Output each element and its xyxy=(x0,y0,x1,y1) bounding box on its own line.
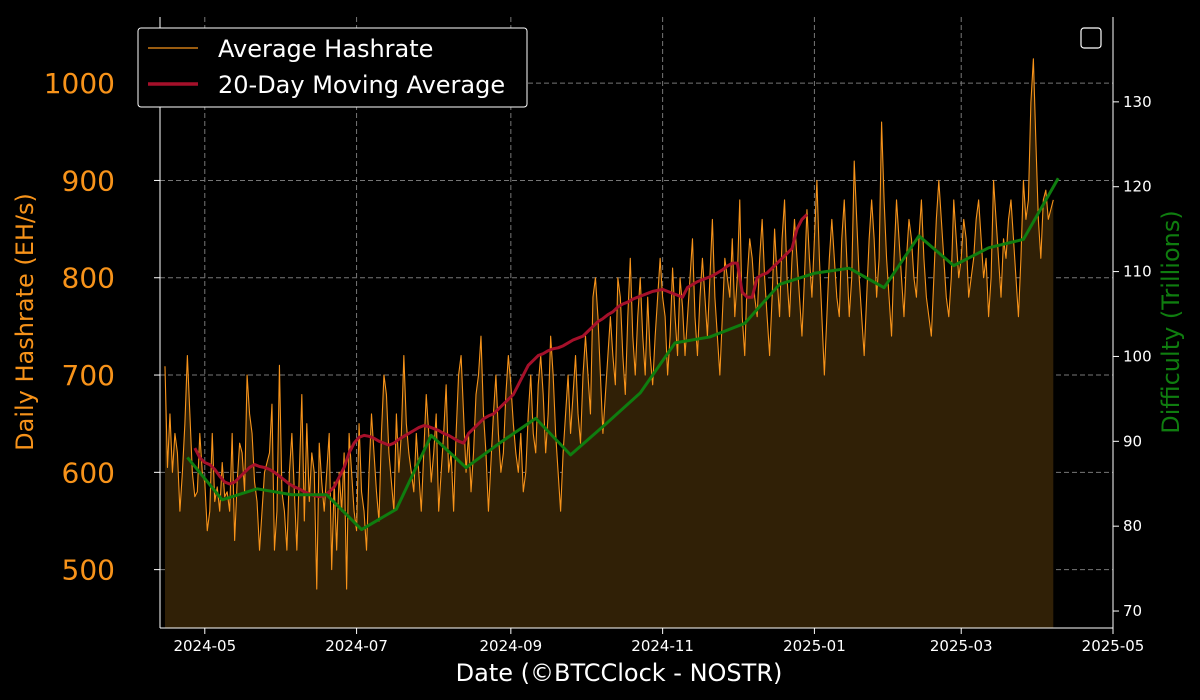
y2-axis-title: Difficulty (Trillions) xyxy=(1157,210,1185,433)
y-axis-title: Daily Hashrate (EH/s) xyxy=(11,193,39,451)
legend-label-hashrate: Average Hashrate xyxy=(218,35,433,63)
x-tick-label: 2025-01 xyxy=(783,637,846,655)
moving-average-line xyxy=(193,213,808,499)
y-tick-label: 1000 xyxy=(44,67,115,100)
x-tick-label: 2024-11 xyxy=(631,637,694,655)
y2-tick-label: 110 xyxy=(1123,263,1152,281)
y2-tick-label: 70 xyxy=(1123,602,1142,620)
series-lines xyxy=(164,58,1060,590)
x-axis-title: Date (©BTCClock - NOSTR) xyxy=(456,659,783,687)
difficulty-line xyxy=(186,177,1060,532)
y-axis-right-ticks: 70 80 90 100 110 120 130 xyxy=(1113,93,1152,620)
hashrate-line xyxy=(164,58,1054,590)
x-tick-label: 2024-09 xyxy=(479,637,542,655)
y2-tick-label: 100 xyxy=(1123,347,1152,365)
y-tick-label: 500 xyxy=(62,554,115,587)
x-tick-label: 2025-03 xyxy=(930,637,993,655)
x-axis-ticks: 2024-05 2024-07 2024-09 2024-11 2025-01 2025-… xyxy=(173,628,1144,655)
legend-label-ma: 20-Day Moving Average xyxy=(218,71,505,99)
y2-tick-label: 90 xyxy=(1123,432,1142,450)
y-axis-left-ticks: 500 600 700 800 900 1000 xyxy=(44,67,160,587)
x-tick-label: 2024-05 xyxy=(173,637,236,655)
y-tick-label: 700 xyxy=(62,359,115,392)
legend: Average Hashrate 20-Day Moving Average xyxy=(137,27,528,108)
y-tick-label: 800 xyxy=(62,262,115,295)
y2-tick-label: 80 xyxy=(1123,517,1142,535)
x-tick-label: 2024-07 xyxy=(325,637,388,655)
y-tick-label: 900 xyxy=(62,164,115,197)
difficulty-legend-box xyxy=(1080,27,1102,49)
y-tick-label: 600 xyxy=(62,456,115,489)
y2-tick-label: 130 xyxy=(1123,93,1152,111)
x-tick-label: 2025-05 xyxy=(1082,637,1145,655)
legend-box xyxy=(137,27,528,108)
y2-tick-label: 120 xyxy=(1123,178,1152,196)
